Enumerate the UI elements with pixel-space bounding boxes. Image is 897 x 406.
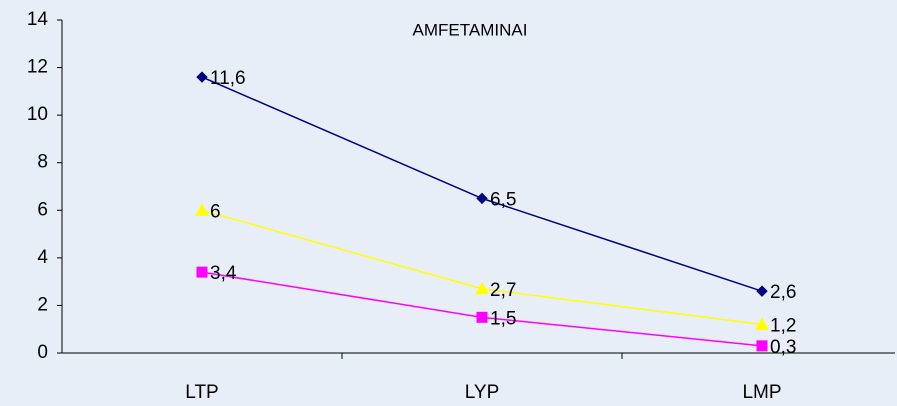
y-tick-label: 4 bbox=[37, 247, 48, 268]
data-label: 2,7 bbox=[490, 280, 516, 301]
marker bbox=[476, 192, 488, 205]
data-label: 3,4 bbox=[210, 263, 237, 284]
y-tick-label: 12 bbox=[27, 57, 48, 78]
marker bbox=[195, 203, 209, 216]
chart-title: AMFETAMINAI bbox=[413, 20, 528, 39]
x-tick-label: LTP bbox=[185, 382, 218, 403]
y-tick-label: 10 bbox=[27, 104, 48, 125]
y-tick-label: 6 bbox=[37, 199, 48, 220]
marker bbox=[476, 311, 488, 323]
marker bbox=[475, 281, 489, 295]
marker bbox=[196, 266, 208, 278]
data-label: 2,6 bbox=[770, 282, 796, 303]
data-label: 1,5 bbox=[490, 308, 516, 329]
marker bbox=[756, 340, 768, 352]
data-label: 1,2 bbox=[770, 315, 796, 336]
data-label: 6,5 bbox=[490, 189, 516, 210]
data-label: 6 bbox=[210, 201, 221, 222]
marker bbox=[755, 317, 769, 330]
data-label: 0,3 bbox=[770, 337, 796, 358]
marker bbox=[196, 71, 208, 83]
y-tick-label: 14 bbox=[27, 9, 49, 30]
y-tick-label: 2 bbox=[37, 294, 48, 315]
marker bbox=[756, 285, 768, 297]
x-tick-label: LYP bbox=[465, 382, 500, 403]
x-tick-label: LMP bbox=[742, 382, 781, 403]
y-tick-label: 0 bbox=[37, 342, 48, 363]
y-tick-label: 8 bbox=[37, 152, 48, 173]
data-label: 11,6 bbox=[210, 68, 246, 89]
